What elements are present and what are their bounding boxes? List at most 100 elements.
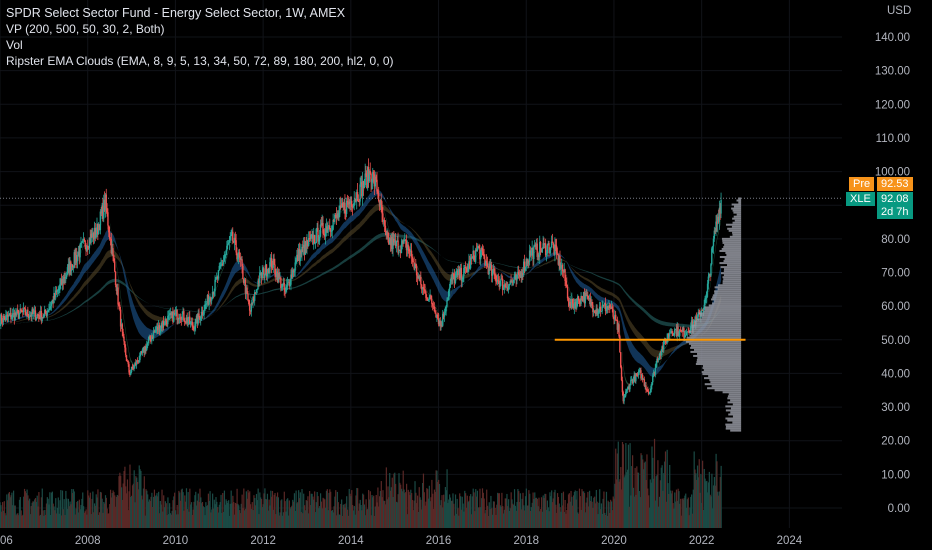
candle-body: [605, 309, 608, 312]
volume-bar: [552, 498, 554, 528]
volume-bar: [97, 489, 99, 528]
volume-bar: [496, 504, 498, 528]
candle-body: [410, 250, 412, 252]
volume-bar: [175, 514, 177, 528]
candle-body: [177, 318, 179, 320]
volume-bar: [447, 503, 449, 528]
volume-bar: [255, 505, 257, 528]
volume-bar: [438, 479, 440, 528]
volume-profile-bar: [730, 399, 742, 402]
volume-bar: [125, 486, 127, 528]
candle-body: [644, 385, 646, 387]
volume-bar: [134, 502, 136, 528]
volume-profile-bar: [722, 276, 742, 279]
volume-bar: [691, 513, 694, 528]
candle-body: [382, 213, 384, 222]
indicator-ema-clouds[interactable]: Ripster EMA Clouds (EMA, 8, 9, 5, 13, 34…: [6, 54, 394, 68]
volume-bar: [506, 493, 508, 528]
candle-body: [389, 238, 392, 246]
candle-body: [261, 272, 263, 279]
volume-bar: [443, 494, 445, 528]
volume-bar: [290, 506, 292, 528]
volume-bar: [220, 494, 222, 528]
candle-body: [464, 266, 467, 269]
candle-body: [404, 239, 406, 241]
volume-bar: [502, 513, 505, 528]
candle-body: [344, 202, 346, 214]
candle-body: [246, 287, 248, 294]
y-tick-label: 120.00: [875, 99, 910, 111]
volume-profile-bar: [730, 411, 742, 414]
candle-body: [567, 298, 570, 302]
candle-body: [69, 261, 71, 274]
volume-bar: [131, 495, 133, 528]
candle-body: [134, 362, 136, 366]
volume-bar: [197, 493, 199, 528]
volume-bar: [328, 492, 330, 528]
volume-bar: [361, 510, 363, 528]
volume-bar: [212, 508, 215, 528]
candle-body: [470, 257, 473, 259]
candle-body: [97, 223, 99, 234]
candle-body: [630, 379, 633, 381]
candle-body: [429, 295, 431, 297]
candle-body: [14, 312, 16, 321]
volume-profile-bar: [727, 395, 742, 398]
candle-body: [200, 317, 202, 321]
candle-body: [296, 254, 298, 260]
candle-body: [194, 318, 197, 327]
candle-body: [668, 333, 670, 337]
volume-bar: [153, 489, 156, 528]
candle-body: [173, 312, 175, 322]
volume-bar: [484, 513, 486, 528]
candle-body: [639, 370, 641, 371]
volume-bar: [596, 501, 598, 528]
volume-bar: [243, 488, 245, 528]
candle-body: [266, 273, 269, 277]
volume-bar: [479, 488, 481, 528]
volume-bar: [710, 496, 712, 528]
candle-body: [598, 306, 601, 311]
candle-body: [612, 309, 614, 317]
candle-body: [517, 271, 519, 275]
volume-bar: [84, 511, 86, 528]
candle-body: [286, 285, 288, 287]
volume-bar: [163, 495, 165, 528]
volume-bar: [395, 483, 397, 528]
indicator-volume-profile[interactable]: VP (200, 500, 50, 30, 2, Both): [6, 22, 165, 36]
candle-body: [607, 306, 609, 308]
candle-body: [133, 365, 135, 369]
volume-bar: [535, 497, 538, 528]
volume-bar: [189, 488, 191, 528]
volume-bar: [251, 502, 253, 528]
candle-body: [242, 266, 244, 279]
volume-bar: [178, 490, 180, 528]
volume-profile-bar: [703, 369, 742, 372]
volume-profile-bar: [688, 342, 742, 345]
candle-body: [313, 235, 315, 245]
indicator-volume[interactable]: Vol: [6, 38, 23, 52]
volume-bar: [379, 490, 382, 528]
volume-bar: [85, 509, 87, 528]
candle-body: [168, 313, 171, 315]
candle-body: [517, 271, 520, 275]
volume-bar: [45, 503, 48, 528]
chart-title[interactable]: SPDR Select Sector Fund - Energy Select …: [6, 6, 346, 20]
candle-body: [276, 271, 279, 282]
volume-bar: [276, 496, 278, 528]
candle-body: [577, 296, 580, 301]
candle-body: [156, 326, 158, 331]
volume-bar: [29, 498, 31, 528]
candle-body: [648, 392, 651, 394]
candle-body: [600, 311, 603, 313]
volume-bar: [386, 499, 388, 528]
candle-body: [42, 317, 44, 319]
candle-body: [239, 257, 242, 260]
candle-body: [576, 300, 578, 308]
volume-bar: [468, 500, 470, 528]
volume-bar: [50, 514, 52, 528]
volume-bar: [235, 503, 237, 528]
volume-bar: [201, 503, 203, 528]
volume-profile-bar: [732, 415, 742, 418]
